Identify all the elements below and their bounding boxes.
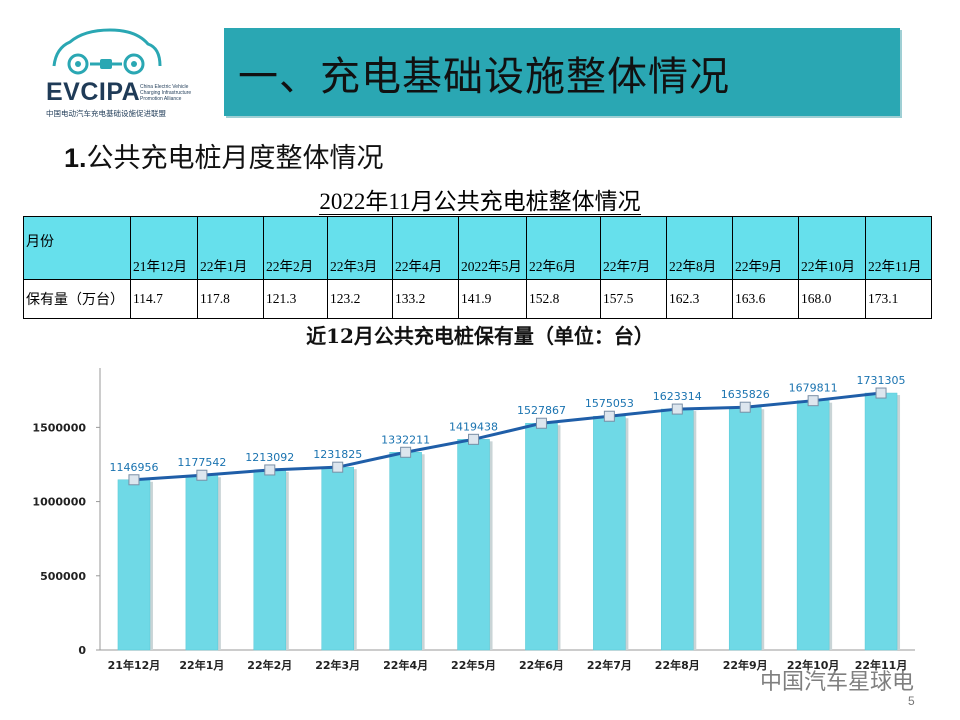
table-title: 2022年11月公共充电桩整体情况 [0,182,960,216]
line-marker [400,446,412,458]
header-label-cell: 月份 [23,216,131,280]
bar [796,400,830,651]
value-cell: 162.3 [666,279,733,319]
x-tick-label: 22年8月 [655,658,700,672]
line-marker [535,417,547,429]
bar [728,406,762,651]
title-banner: 一、充电基础设施整体情况 [224,28,900,116]
month-header-cell: 22年6月 [526,216,601,280]
line-marker [739,401,751,413]
data-label: 1527867 [517,404,566,417]
bar [321,466,354,651]
line-marker [807,395,819,407]
evcipa-logo: EVCIPA China Electric Vehicle Charging I… [40,26,210,126]
chart-title: 近12月公共充电桩保有量（单位：台） [306,324,654,348]
x-tick-label: 22年2月 [247,658,292,672]
value-cell: 141.9 [458,279,527,319]
data-label: 1731305 [857,374,906,387]
value-cell: 157.5 [600,279,667,319]
month-header-cell: 21年12月 [130,216,198,280]
bar [117,479,151,651]
value-cell: 117.8 [197,279,264,319]
month-header-cell: 22年4月 [392,216,459,280]
x-tick-label: 22年6月 [519,658,564,672]
series-line [133,391,882,482]
data-label: 1575053 [585,397,634,410]
charging-pile-table: 月份 21年12月 22年1月 22年2月 22年3月 22年4月 2022年5月 22年6… [23,216,932,319]
bar [525,422,558,651]
value-cell: 168.0 [798,279,866,319]
banner-title: 一、充电基础设施整体情况 [238,54,730,100]
line-marker [196,469,208,481]
data-label: 1177542 [177,456,226,469]
row-label-cell: 保有量（万台） [23,279,131,319]
month-header-cell: 2022年5月 [458,216,527,280]
bar [253,469,287,651]
car-plug-logo-icon [52,28,162,75]
bar [389,452,422,651]
x-tick-label: 22年7月 [587,658,632,672]
data-label: 1213092 [245,451,294,464]
data-label: 1231825 [313,448,362,461]
y-tick-label: 1000000 [32,496,86,509]
data-label: 1146956 [109,461,158,474]
line-marker [671,403,683,415]
line-marker [468,433,480,445]
month-header-cell: 22年1月 [197,216,264,280]
x-tick-label: 22年9月 [723,658,768,672]
month-header-cell: 22年11月 [865,216,932,280]
value-cell: 163.6 [732,279,799,319]
x-tick-label: 22年4月 [383,658,428,672]
subtitle-text: 公共充电桩月度整体情况 [86,143,384,174]
line-marker [332,461,344,473]
value-cell: 152.8 [526,279,601,319]
data-label: 1332211 [381,433,430,446]
line-marker [128,474,140,486]
y-tick-label: 500000 [40,570,86,583]
value-cell: 173.1 [865,279,932,319]
data-label: 1623314 [653,390,702,403]
line-marker [875,387,887,399]
section-subtitle: 1.公共充电桩月度整体情况 [64,136,384,175]
logo-tagline: China Electric Vehicle Charging Infrastr… [140,84,192,102]
month-header-cell: 22年2月 [263,216,328,280]
bar [185,474,219,651]
x-tick-label: 22年5月 [451,658,496,672]
x-tick-label: 22年1月 [179,658,224,672]
value-cell: 114.7 [130,279,198,319]
line-marker [603,410,615,422]
logo-cn-name: 中国电动汽车充电基础设施促进联盟 [46,109,166,118]
data-label: 1635826 [721,388,770,401]
logo-brand: EVCIPA [46,78,141,106]
x-tick-label: 22年3月 [315,658,360,672]
page-number: 5 [908,694,915,708]
subtitle-number: 1. [64,143,87,173]
table-title-text: 2022年11月公共充电桩整体情况 [319,189,641,215]
month-header-cell: 22年10月 [798,216,866,280]
value-cell: 123.2 [327,279,393,319]
x-tick-label: 22年10月 [787,658,840,672]
table-header-row: 月份 21年12月 22年1月 22年2月 22年3月 22年4月 2022年5月 22年6… [23,216,932,280]
value-cell: 121.3 [263,279,328,319]
value-cell: 133.2 [392,279,459,319]
watermark-text: 中国汽车星球电 [760,670,915,695]
bar [661,408,694,651]
x-tick-label: 22年11月 [855,658,908,672]
month-header-cell: 22年7月 [600,216,667,280]
bar [864,392,898,651]
data-label: 1679811 [789,382,838,395]
line-marker [264,464,276,476]
table-value-row: 保有量（万台） 114.7 117.8 121.3 123.2 133.2 141.9 15… [23,279,932,319]
bar [593,415,626,651]
y-tick-label: 1500000 [32,421,86,434]
month-header-cell: 22年3月 [327,216,393,280]
month-header-cell: 22年9月 [732,216,799,280]
data-label: 1419438 [449,420,498,433]
bar-line-chart: 0 500000 1000000 1500000 21年12月 22年1月 22年2月 22年… [32,368,915,672]
bar [457,439,490,651]
y-tick-label: 0 [78,644,86,657]
x-tick-label: 21年12月 [108,658,161,672]
month-header-cell: 22年8月 [666,216,733,280]
